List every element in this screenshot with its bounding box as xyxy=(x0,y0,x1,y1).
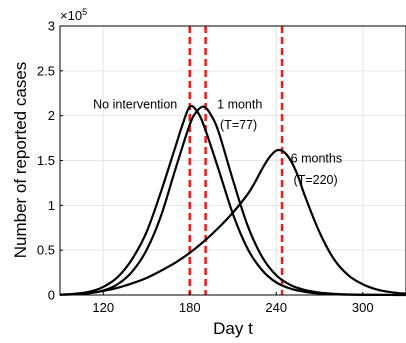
axis-ticks: 120 180 240 300 0 0.5 1 1.5 2 2.5 3 xyxy=(37,19,374,316)
x-tick-label: 240 xyxy=(265,300,287,315)
y-tick-label: 0 xyxy=(48,288,55,303)
x-axis-label: Day t xyxy=(213,319,253,338)
annotation-label: 6 months xyxy=(291,151,342,165)
y-tick-label: 1.5 xyxy=(37,153,55,168)
y-tick-label: 1 xyxy=(48,198,55,213)
y-tick-label: 2.5 xyxy=(37,63,55,78)
series-line-2 xyxy=(59,105,406,297)
y-tick-label: 0.5 xyxy=(37,243,55,258)
annotation-label: 1 month xyxy=(217,97,262,111)
x-tick-label: 180 xyxy=(179,300,201,315)
vertical-markers xyxy=(188,26,284,295)
x-tick-label: 300 xyxy=(352,300,374,315)
x-tick-label: 120 xyxy=(92,300,114,315)
annotation-label: (T=77) xyxy=(220,118,257,132)
y-tick-label: 2 xyxy=(48,108,55,123)
annotations: No intervention 1 month (T=77) 6 months (T=2… xyxy=(93,97,342,186)
annotation-label: (T=220) xyxy=(294,173,338,187)
y-axis-label: Number of reported cases xyxy=(11,62,30,259)
y-axis-multiplier: ×105 xyxy=(60,7,87,23)
annotation-label: No intervention xyxy=(93,97,177,111)
y-tick-label: 3 xyxy=(48,19,55,34)
series-line-3 xyxy=(59,148,406,296)
